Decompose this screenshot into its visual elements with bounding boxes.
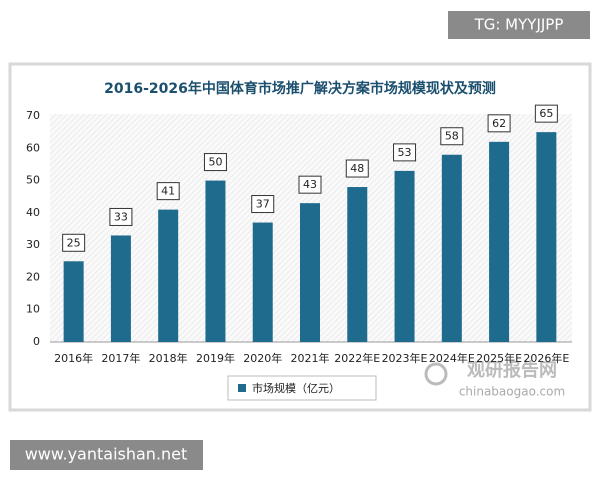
x-tick-label: 2023年E: [382, 351, 428, 365]
data-label-box: [298, 175, 322, 194]
bar: [347, 187, 368, 342]
x-tick-label: 2019年: [196, 351, 235, 365]
x-tick-label: 2022年E: [334, 351, 380, 365]
data-label-box: [203, 153, 227, 172]
watermark: www.yantaishan.net: [25, 445, 188, 464]
x-tick-label: 2025年E: [476, 351, 522, 365]
bar: [394, 170, 415, 342]
data-label-box: [251, 195, 275, 214]
bar: [205, 180, 226, 342]
x-tick-label: 2018年: [149, 351, 188, 365]
y-tick-label: 20: [26, 270, 40, 283]
data-label-box: [440, 127, 464, 146]
bar: [110, 235, 131, 342]
x-tick-label: 2020年: [243, 351, 282, 365]
data-label: 58: [445, 130, 459, 143]
legend-swatch: [238, 384, 246, 392]
data-label: 65: [539, 107, 553, 120]
legend-label: 市场规模（亿元）: [252, 381, 340, 395]
data-label: 53: [398, 146, 412, 159]
watermark: TG: MYYJJPP: [474, 16, 564, 34]
x-tick-label: 2026年E: [523, 351, 569, 365]
bar: [252, 222, 273, 342]
watermark-box: [10, 440, 203, 470]
y-tick-label: 70: [26, 109, 40, 122]
data-label: 62: [492, 117, 506, 130]
y-tick-label: 10: [26, 303, 40, 316]
brand-url: chinabaogao.com: [459, 385, 565, 399]
data-label: 33: [114, 210, 128, 223]
bar: [489, 141, 510, 342]
y-tick-label: 40: [26, 206, 40, 219]
data-label-box: [109, 207, 133, 226]
bar: [441, 154, 462, 342]
data-label: 50: [208, 156, 222, 169]
data-label-box: [345, 159, 369, 178]
data-label: 37: [256, 198, 270, 211]
data-label-box: [393, 143, 417, 162]
x-tick-label: 2024年E: [429, 351, 475, 365]
x-tick-label: 2017年: [101, 351, 140, 365]
x-tick-label: 2021年: [291, 351, 330, 365]
brand: 观研报告网: [467, 359, 557, 381]
bar: [158, 209, 179, 342]
bar: [536, 132, 557, 342]
bar: [300, 203, 320, 342]
data-label-box: [534, 104, 558, 123]
bar: [63, 261, 84, 342]
y-tick-label: 0: [33, 335, 40, 348]
chart-title: 2016-2026年中国体育市场推广解决方案市场规模现状及预测: [104, 80, 496, 97]
y-tick-label: 30: [26, 238, 40, 251]
data-label: 41: [161, 185, 175, 198]
brand-logo: [424, 362, 448, 386]
data-label-box: [156, 182, 180, 201]
y-tick-label: 50: [26, 174, 40, 187]
data-label: 25: [67, 236, 81, 249]
data-label-box: [62, 233, 86, 252]
watermark-box: [448, 11, 590, 39]
y-tick-label: 60: [26, 141, 40, 154]
x-tick-label: 2016年: [54, 351, 93, 365]
data-label-box: [487, 114, 511, 133]
legend-box: [227, 375, 377, 401]
data-label: 48: [350, 162, 364, 175]
data-label: 43: [303, 178, 317, 191]
